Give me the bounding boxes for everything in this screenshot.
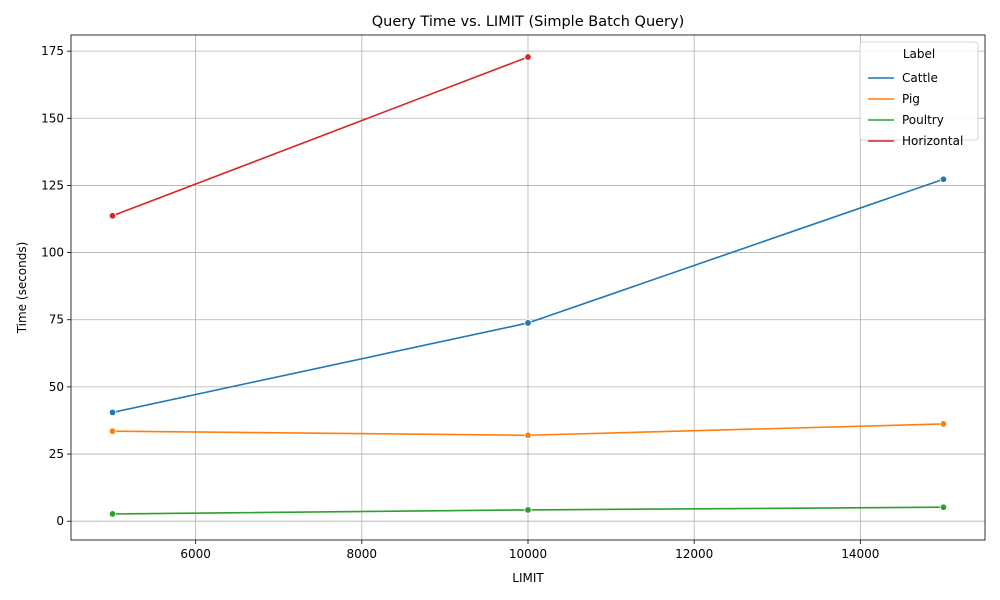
x-tick-label: 12000 xyxy=(675,547,713,561)
data-point-horizontal xyxy=(524,53,532,61)
series-pig xyxy=(108,420,948,439)
x-tick-label: 8000 xyxy=(347,547,378,561)
y-tick-label: 100 xyxy=(41,246,64,260)
data-point-cattle xyxy=(939,175,948,183)
y-tick-label: 50 xyxy=(49,380,64,394)
series-layer xyxy=(108,53,948,518)
y-tick-label: 175 xyxy=(41,44,64,58)
data-point-pig xyxy=(108,427,117,435)
legend-title: Label xyxy=(903,47,935,61)
grid xyxy=(71,35,985,540)
legend-box xyxy=(859,41,979,141)
x-tick-label: 14000 xyxy=(841,547,879,561)
legend-label-cattle: Cattle xyxy=(902,71,938,85)
y-tick-label: 75 xyxy=(49,313,64,327)
data-point-horizontal xyxy=(108,212,117,220)
y-tick-label: 25 xyxy=(49,447,64,461)
series-cattle xyxy=(108,175,948,417)
series-line-horizontal xyxy=(112,56,529,217)
y-tick-label: 0 xyxy=(56,514,64,528)
data-point-cattle xyxy=(524,319,532,327)
data-point-poultry xyxy=(108,510,117,518)
legend: Label Cattle Pig Poultry Horizontal xyxy=(859,41,979,148)
x-tick-label: 6000 xyxy=(180,547,211,561)
data-point-cattle xyxy=(108,408,117,417)
series-horizontal xyxy=(108,53,532,220)
data-point-pig xyxy=(524,431,532,439)
data-point-poultry xyxy=(939,503,948,511)
legend-label-poultry: Poultry xyxy=(902,113,944,127)
data-point-poultry xyxy=(524,506,532,514)
series-poultry xyxy=(108,503,948,518)
chart-title: Query Time vs. LIMIT (Simple Batch Query… xyxy=(372,14,685,30)
legend-label-horizontal: Horizontal xyxy=(902,134,963,148)
x-tick-label: 10000 xyxy=(509,547,547,561)
y-axis-title: Time (seconds) xyxy=(15,242,29,335)
legend-label-pig: Pig xyxy=(902,92,920,106)
y-tick-label: 125 xyxy=(41,178,64,192)
x-axis-title: LIMIT xyxy=(512,571,544,585)
axis-ticks: 6000 8000 10000 12000 14000 0 25 50 75 100 125 150 1… xyxy=(41,44,879,561)
y-tick-label: 150 xyxy=(41,111,64,125)
data-point-pig xyxy=(939,420,948,428)
